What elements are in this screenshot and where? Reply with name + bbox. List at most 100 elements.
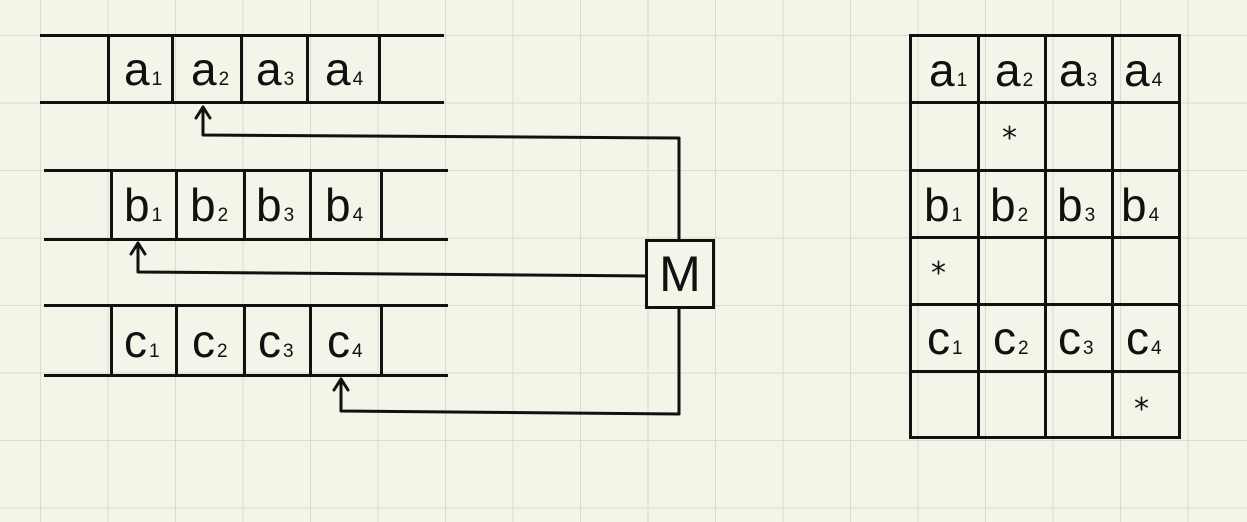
cell-subscript: 4 [1148,205,1160,226]
table-col-border [1111,34,1114,439]
arrow-m-to-a2 [201,105,681,243]
array-a-divider [107,34,110,104]
module-m-label: M [659,246,701,302]
cell-subscript: 2 [1017,205,1029,226]
cell-letter: b [124,179,150,231]
cell-subscript: 2 [218,69,230,90]
array-c-divider [175,304,178,377]
array-a-divider [306,34,309,104]
arrow-m-to-c4 [339,307,681,416]
cell-letter: c [1126,312,1149,364]
cell-letter: b [1057,179,1083,231]
cell-subscript: 1 [952,338,963,359]
cell-subscript: 2 [1022,70,1034,91]
cell-letter: a [325,43,351,95]
array-c-bottom-rail [44,374,448,377]
cell-letter: a [124,43,150,95]
module-m-box: M [645,239,715,309]
cell-letter: b [190,179,216,231]
cell-subscript: 4 [352,205,364,226]
cell-subscript: 1 [951,205,963,226]
array-b-top-rail [44,169,448,172]
cell-subscript: 3 [1086,70,1098,91]
cell-subscript: 3 [1084,205,1096,226]
cell-letter: a [256,43,282,95]
cell-subscript: 1 [149,341,160,362]
array-c-top-rail [44,304,448,307]
array-c-divider [309,304,312,377]
table-star-row3-col1: * [931,256,946,291]
array-c-divider [380,304,383,377]
cell-subscript: 4 [1151,338,1162,359]
cell-letter: c [192,315,215,367]
array-a-divider [240,34,243,104]
arrow-head-a2 [194,105,212,120]
cell-subscript: 1 [956,70,968,91]
cell-subscript: 2 [217,205,229,226]
cell-letter: c [124,315,147,367]
array-c-divider [110,304,113,377]
table-col-border [1044,34,1047,439]
cell-subscript: 3 [283,205,295,226]
array-b-divider [309,169,312,241]
cell-letter: a [1059,44,1085,96]
table-col-border [977,34,980,439]
array-b-divider [110,169,113,241]
cell-subscript: 4 [352,69,364,90]
cell-letter: c [927,312,950,364]
cell-subscript: 2 [217,341,228,362]
array-b-divider [175,169,178,241]
array-c-divider [243,304,246,377]
array-b-bottom-rail [44,238,448,241]
cell-letter: b [325,179,351,231]
cell-subscript: 3 [283,341,294,362]
table-col-border [909,34,912,439]
arrow-head-b1 [129,241,147,256]
cell-letter: c [258,315,281,367]
cell-subscript: 4 [352,341,363,362]
arrow-m-to-b1 [136,241,647,278]
cell-subscript: 3 [283,69,295,90]
cell-subscript: 3 [1083,338,1094,359]
cell-letter: c [993,312,1016,364]
cell-subscript: 1 [151,205,163,226]
cell-letter: a [191,43,217,95]
cell-letter: c [327,315,350,367]
cell-subscript: 1 [151,69,163,90]
array-a-divider [171,34,174,104]
cell-subscript: 2 [1018,338,1029,359]
cell-letter: a [995,44,1021,96]
array-b-divider [380,169,383,241]
cell-letter: b [1121,179,1147,231]
cell-letter: b [990,179,1016,231]
array-a-divider [378,34,381,104]
cell-letter: a [1124,44,1150,96]
table-col-border [1178,34,1181,439]
cell-letter: b [924,179,950,231]
table-star-row1-col2: * [1002,121,1017,156]
